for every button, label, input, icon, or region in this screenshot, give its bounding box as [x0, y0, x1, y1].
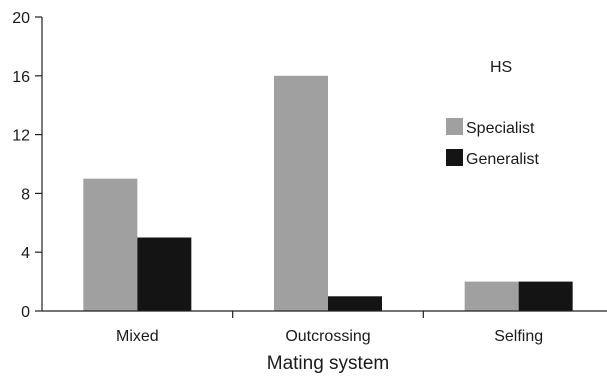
bars-group — [83, 75, 573, 311]
y-tick-label: 8 — [21, 186, 30, 203]
legend-label-specialist: Specialist — [466, 120, 535, 137]
x-tick-label-selfing: Selfing — [494, 328, 543, 345]
bar-specialist-outcrossing — [274, 75, 328, 311]
x-axis-title: Mating system — [267, 353, 389, 374]
bar-generalist-outcrossing — [328, 296, 382, 311]
legend-label-generalist: Generalist — [466, 151, 539, 168]
x-axis-ticks: Mixed Outcrossing Selfing — [116, 311, 543, 345]
legend-title: HS — [490, 59, 512, 76]
y-tick-label: 12 — [12, 128, 30, 145]
bar-generalist-selfing — [518, 281, 573, 311]
legend-swatch-specialist — [446, 118, 463, 135]
legend-swatch-generalist — [446, 149, 463, 166]
bar-specialist-mixed — [83, 178, 138, 311]
x-tick-label-mixed: Mixed — [116, 328, 159, 345]
x-tick-label-outcrossing: Outcrossing — [285, 328, 370, 345]
legend-items: Specialist Generalist — [446, 118, 539, 168]
y-tick-label: 16 — [12, 69, 30, 86]
y-tick-label: 4 — [21, 245, 30, 262]
bar-specialist-selfing — [464, 281, 519, 311]
y-axis-ticks: 0 4 8 12 16 20 — [12, 10, 42, 321]
y-tick-label: 0 — [21, 304, 30, 321]
legend: HS Specialist Generalist — [446, 59, 539, 168]
y-tick-label: 20 — [12, 10, 30, 27]
bar-generalist-mixed — [137, 237, 192, 311]
